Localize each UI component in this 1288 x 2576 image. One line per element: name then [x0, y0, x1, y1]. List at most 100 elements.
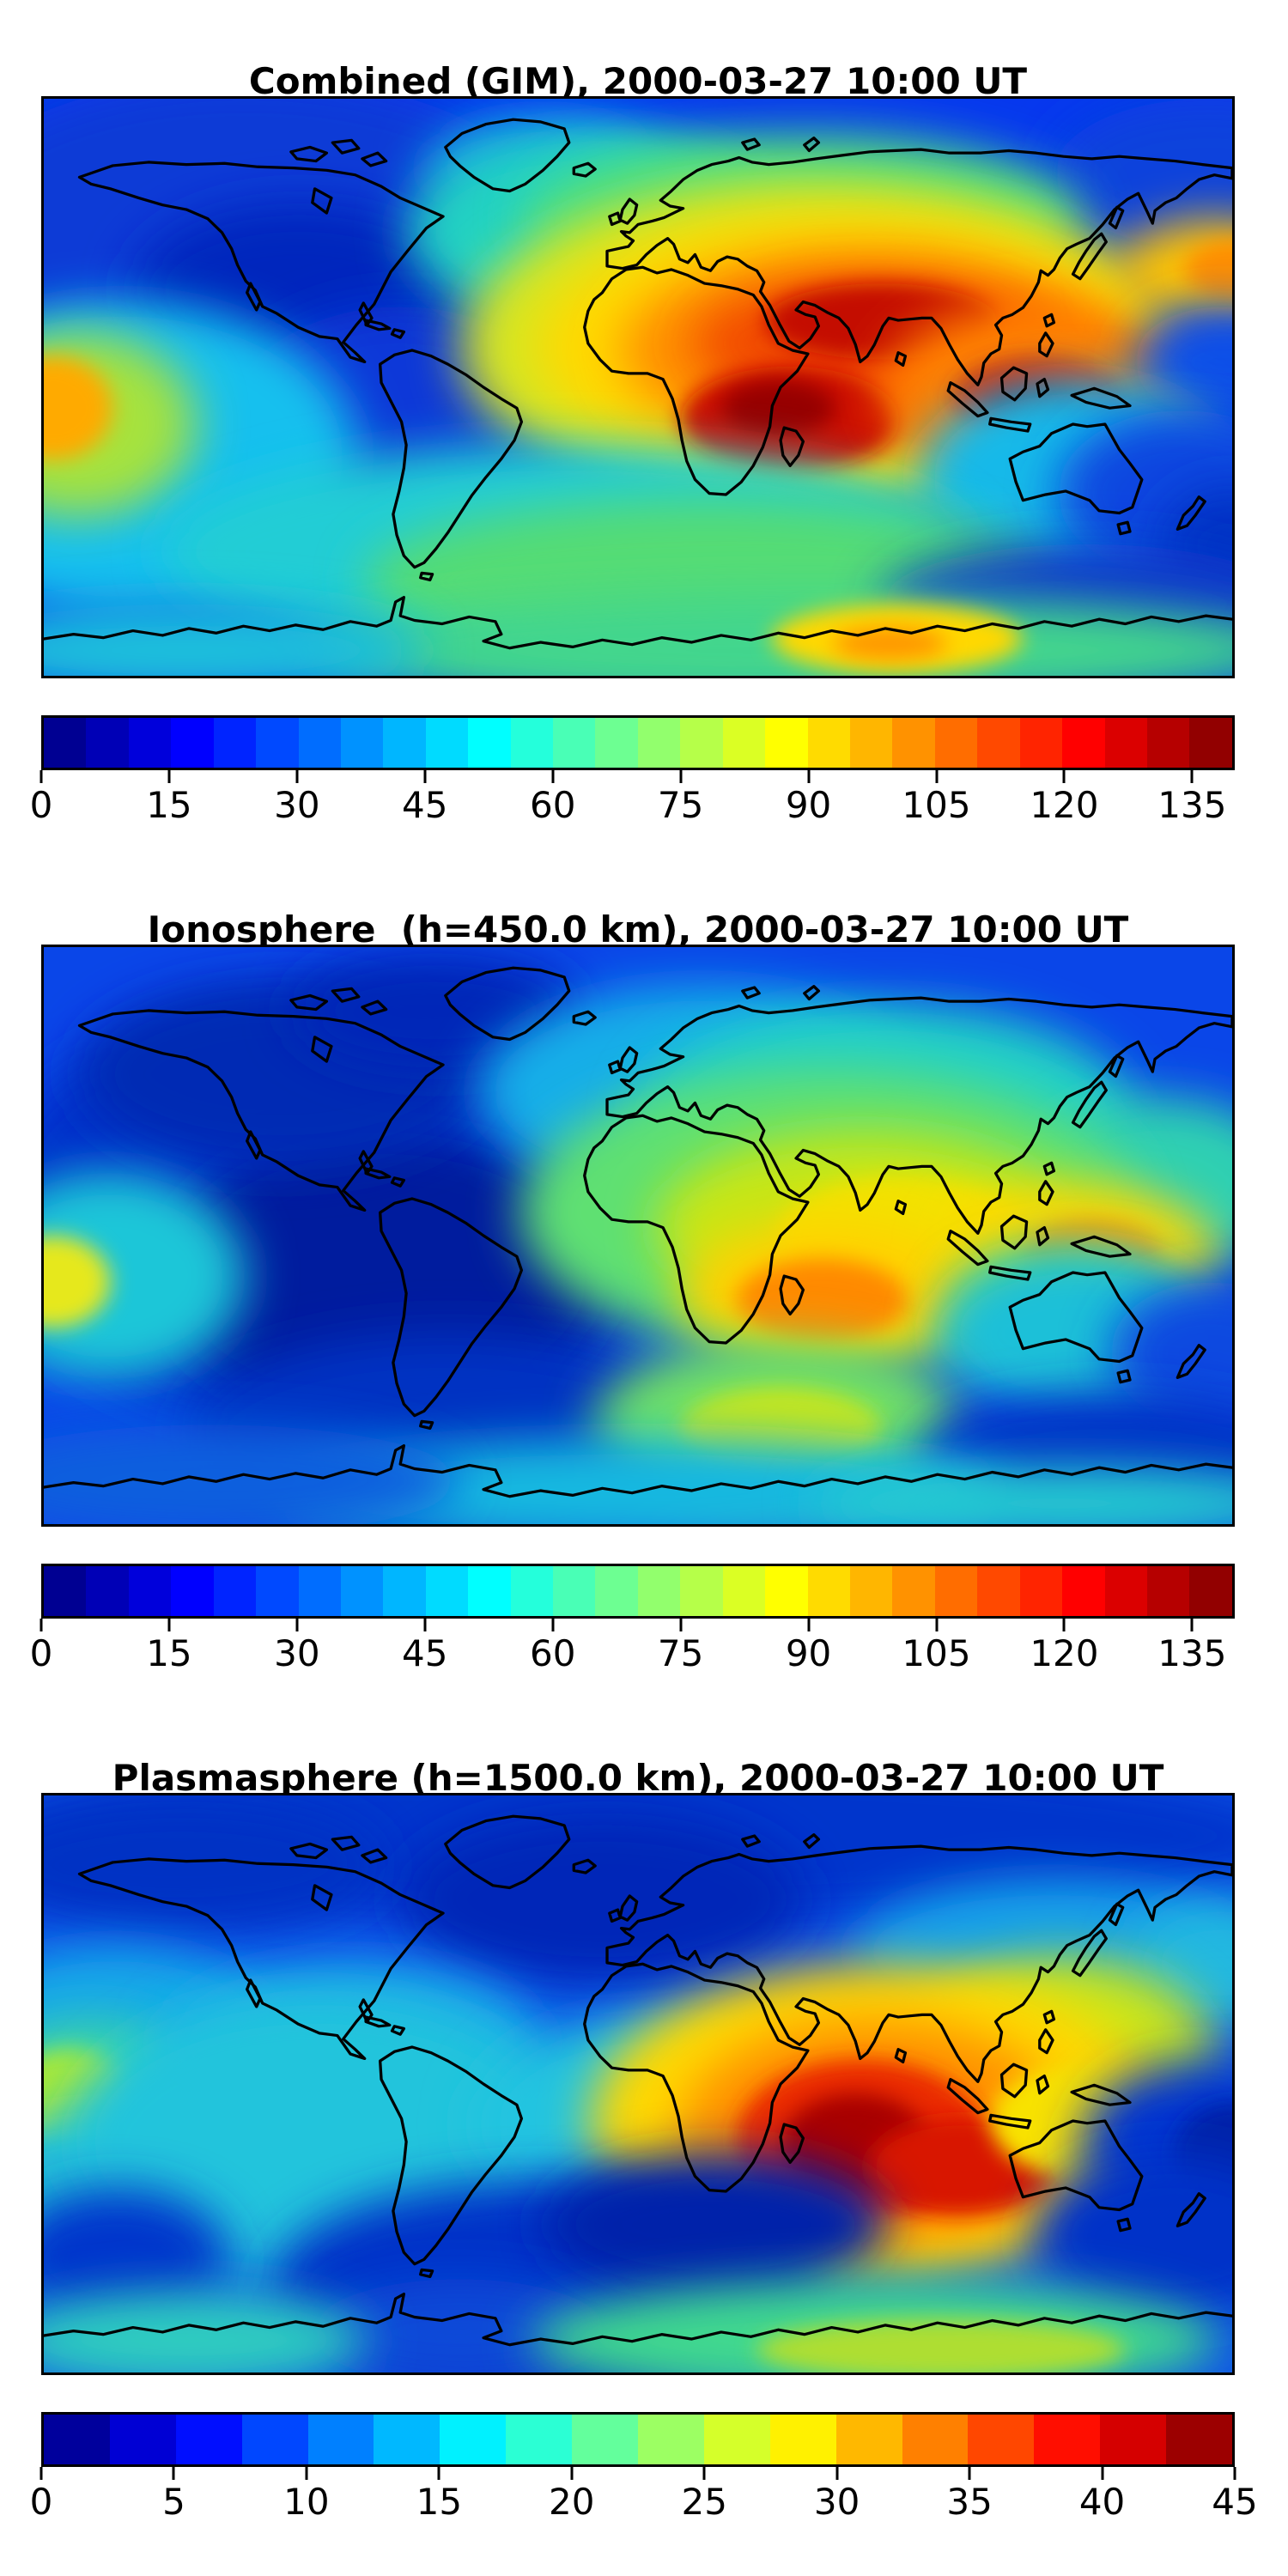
colorbar-segment — [765, 718, 808, 768]
colorbar-tick — [423, 770, 427, 783]
colorbar-segment — [553, 718, 596, 768]
colorbar-tick-label: 15 — [416, 2481, 463, 2523]
colorbar-tick — [702, 2467, 706, 2480]
colorbar-segment — [769, 2415, 836, 2464]
colorbar-segment — [340, 718, 384, 768]
colorbar-segment — [468, 718, 511, 768]
colorbar-tick — [551, 1619, 555, 1631]
colorbar-tick-label: 25 — [681, 2481, 727, 2523]
colorbar-tick — [39, 1619, 43, 1631]
colorbar-tick — [1190, 1619, 1194, 1631]
colorbar-tick — [305, 2467, 308, 2480]
colorbar-segment — [977, 718, 1020, 768]
field-blob — [1113, 218, 1232, 330]
colorbar-segment — [86, 1566, 129, 1616]
colorbar-ticks-combined: 0 15 30 45 60 75 90 105 120 135 — [30, 770, 1235, 866]
colorbar-plasmasphere — [41, 2412, 1235, 2467]
colorbar-tick-label: 75 — [657, 784, 704, 826]
colorbar-tick-label: 0 — [29, 2481, 53, 2523]
colorbar-segment — [1100, 2415, 1167, 2464]
colorbar-segment — [1034, 2415, 1101, 2464]
colorbar-tick-label: 135 — [1157, 1632, 1227, 1674]
colorbar-segment — [256, 718, 299, 768]
colorbar-tick-label: 30 — [274, 1632, 320, 1674]
colorbar-tick-label: 120 — [1030, 1632, 1099, 1674]
colorbar-tick — [935, 770, 938, 783]
colorbar-segment — [383, 1566, 426, 1616]
field-blob — [44, 1425, 460, 1524]
colorbar-tick-label: 10 — [283, 2481, 330, 2523]
colorbar-tick-label: 135 — [1157, 784, 1227, 826]
colorbar-tick-label: 0 — [29, 1632, 53, 1674]
field-blob — [44, 1797, 383, 1932]
colorbar-segment — [1019, 718, 1063, 768]
colorbar-tick — [423, 1619, 427, 1631]
colorbar-tick — [167, 1619, 171, 1631]
colorbar-tick — [1233, 2467, 1236, 2480]
colorbar-tick — [551, 770, 555, 783]
colorbar-tick-label: 40 — [1078, 2481, 1126, 2523]
colorbar-segment — [256, 1566, 299, 1616]
colorbar-segment — [1146, 1566, 1190, 1616]
colorbar-segment — [637, 1566, 681, 1616]
colorbar-combined — [41, 715, 1235, 770]
colorbar-tick — [835, 2467, 839, 2480]
field-blob — [832, 627, 947, 660]
field-blob — [1109, 1281, 1232, 1425]
colorbar-tick — [295, 770, 299, 783]
colorbar-segment — [171, 718, 214, 768]
colorbar-segment — [595, 1566, 638, 1616]
colorbar-tick-label: 105 — [902, 784, 971, 826]
colorbar-tick-label: 120 — [1030, 784, 1099, 826]
field-blob — [1133, 306, 1232, 417]
colorbar-tick — [1062, 770, 1066, 783]
colorbar-segment — [1189, 718, 1232, 768]
colorbar-segment — [1062, 718, 1105, 768]
colorbar-tick-label: 0 — [29, 784, 53, 826]
field-blob — [44, 1172, 246, 1380]
colorbar-segment — [1189, 1566, 1232, 1616]
colorbar-segment — [722, 1566, 766, 1616]
colorbar-segment — [175, 2415, 242, 2464]
colorbar-segment — [835, 2415, 902, 2464]
colorbar-segment — [968, 2415, 1035, 2464]
field-blob — [543, 2153, 888, 2297]
field-blob — [311, 2279, 609, 2372]
colorbar-segment — [703, 2415, 770, 2464]
colorbar-segment — [383, 718, 426, 768]
colorbar-segment — [109, 2415, 176, 2464]
colorbar-segment — [722, 718, 766, 768]
colorbar-segment — [572, 2415, 639, 2464]
colorbar-segment — [892, 1566, 935, 1616]
colorbar-tick-label: 90 — [785, 784, 832, 826]
colorbar-tick — [39, 2467, 43, 2480]
colorbar-tick-label: 20 — [549, 2481, 595, 2523]
colorbar-segment — [553, 1566, 596, 1616]
colorbar-segment — [1104, 718, 1147, 768]
panel-title-ionosphere: Ionosphere (h=450.0 km), 2000-03-27 10:0… — [147, 908, 1129, 951]
colorbar-segment — [850, 718, 893, 768]
field-blob — [1184, 240, 1232, 300]
colorbar-tick-label: 35 — [946, 2481, 993, 2523]
colorbar-segment — [902, 2415, 969, 2464]
colorbar-segment — [1104, 1566, 1147, 1616]
colorbar-segment — [807, 1566, 851, 1616]
colorbar-tick — [1190, 770, 1194, 783]
colorbar-segment — [86, 718, 129, 768]
colorbar-segment — [171, 1566, 214, 1616]
colorbar-segment — [425, 718, 469, 768]
colorbar-tick — [570, 2467, 574, 2480]
colorbar-tick — [39, 770, 43, 783]
colorbar-tick-label: 105 — [902, 1632, 971, 1674]
colorbar-tick — [172, 2467, 175, 2480]
colorbar-segment — [977, 1566, 1020, 1616]
colorbar-segment — [1146, 718, 1190, 768]
colorbar-segment — [506, 2415, 573, 2464]
colorbar-tick-label: 30 — [813, 2481, 860, 2523]
colorbar-segment — [638, 2415, 704, 2464]
colorbar-tick-label: 60 — [529, 784, 576, 826]
colorbar-segment — [213, 1566, 257, 1616]
colorbar-tick-label: 45 — [402, 1632, 448, 1674]
colorbar-segment — [510, 718, 554, 768]
